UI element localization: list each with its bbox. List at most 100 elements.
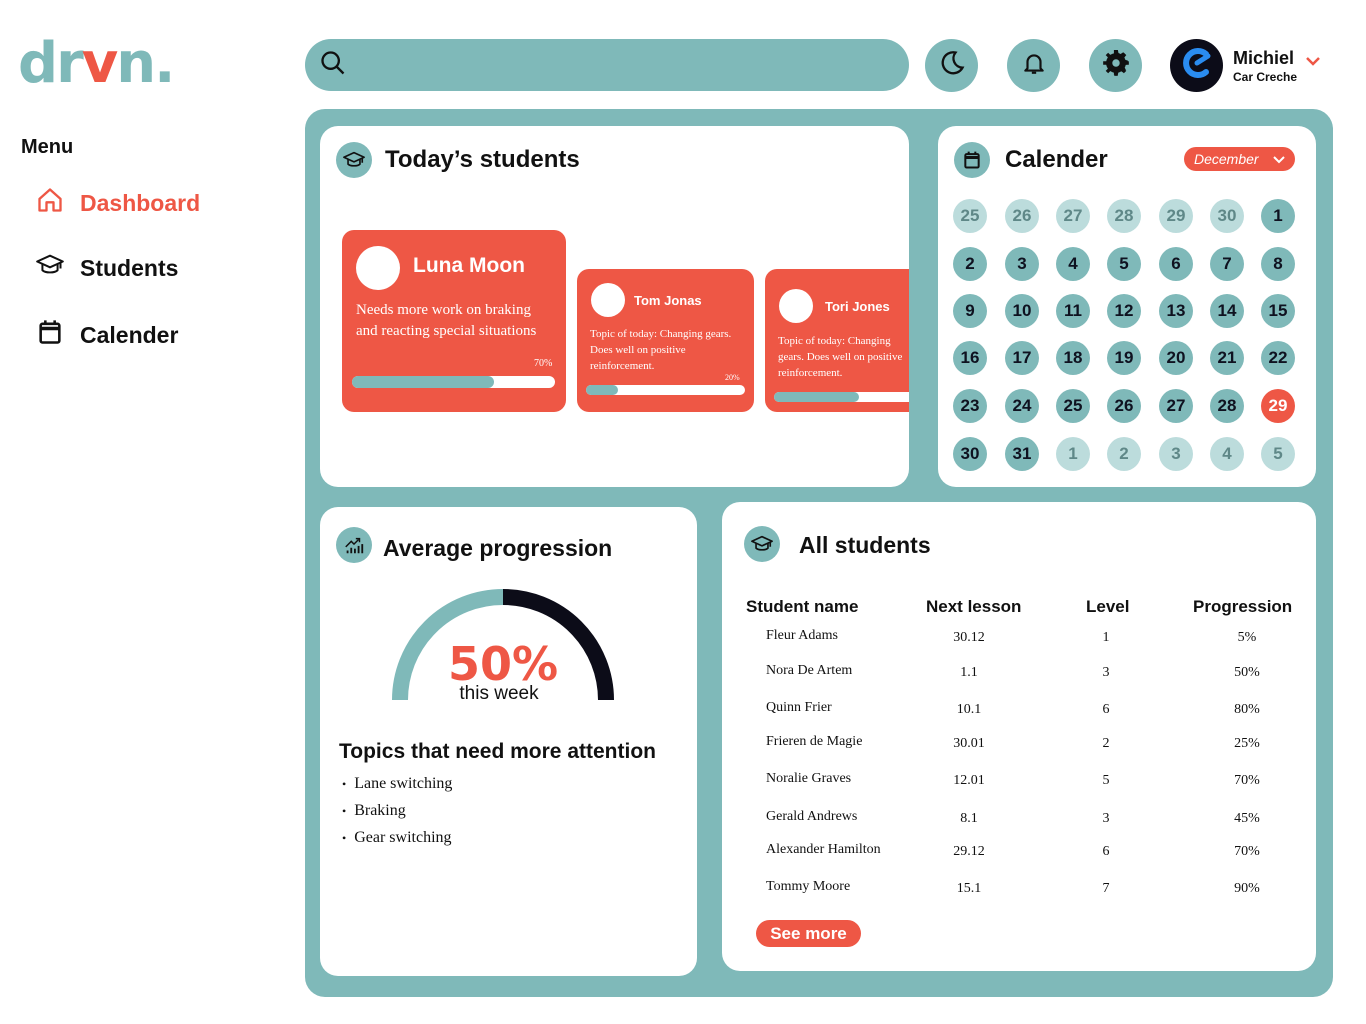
calendar-day[interactable]: 29 xyxy=(1159,199,1193,233)
sidebar-item-dashboard[interactable]: Dashboard xyxy=(36,186,200,220)
student-card[interactable]: Tom Jonas Topic of today: Changing gears… xyxy=(577,269,754,412)
sidebar-item-students[interactable]: Students xyxy=(36,251,178,285)
notifications-button[interactable] xyxy=(1007,39,1060,92)
logo-text-n: n. xyxy=(116,31,175,96)
gear-icon xyxy=(1102,49,1130,82)
menu-title: Menu xyxy=(21,136,74,158)
cell-next-lesson: 15.1 xyxy=(956,881,982,896)
brand-logo[interactable]: drvn. xyxy=(18,36,175,92)
calendar-day[interactable]: 23 xyxy=(953,389,987,423)
calendar-day[interactable]: 8 xyxy=(1261,247,1295,281)
calendar-day[interactable]: 1 xyxy=(1056,437,1090,471)
calendar-day[interactable]: 3 xyxy=(1005,247,1039,281)
cell-progression: 25% xyxy=(1234,736,1260,751)
calendar-day[interactable]: 12 xyxy=(1107,294,1141,328)
bell-icon xyxy=(1021,50,1047,81)
calendar-day[interactable]: 26 xyxy=(1005,199,1039,233)
chevron-down-icon[interactable] xyxy=(1305,54,1321,72)
cell-level: 3 xyxy=(1102,811,1110,826)
calendar-title: Calender xyxy=(1005,146,1108,173)
list-item: Braking xyxy=(342,802,452,829)
calendar-day[interactable]: 21 xyxy=(1210,341,1244,375)
calendar-day[interactable]: 30 xyxy=(1210,199,1244,233)
user-subtitle: Car Creche xyxy=(1233,70,1298,84)
cell-level: 6 xyxy=(1102,844,1110,859)
calendar-day[interactable]: 30 xyxy=(953,437,987,471)
calendar-day[interactable]: 15 xyxy=(1261,294,1295,328)
calendar-day[interactable]: 17 xyxy=(1005,341,1039,375)
calendar-day[interactable]: 1 xyxy=(1261,199,1295,233)
calendar-day[interactable]: 27 xyxy=(1056,199,1090,233)
calendar-day[interactable]: 14 xyxy=(1210,294,1244,328)
calendar-day[interactable]: 25 xyxy=(1056,389,1090,423)
student-name: Luna Moon xyxy=(413,254,525,277)
calendar-day[interactable]: 22 xyxy=(1261,341,1295,375)
calendar-day[interactable]: 24 xyxy=(1005,389,1039,423)
calendar-day[interactable]: 2 xyxy=(953,247,987,281)
progression-gauge xyxy=(392,589,614,701)
calendar-day[interactable]: 31 xyxy=(1005,437,1039,471)
company-logo-icon xyxy=(1177,43,1217,88)
logo-text-dr: dr xyxy=(18,31,84,96)
cell-student-name: Alexander Hamilton xyxy=(766,842,881,857)
calendar-day[interactable]: 7 xyxy=(1210,247,1244,281)
calendar-day[interactable]: 19 xyxy=(1107,341,1141,375)
calendar-day[interactable]: 28 xyxy=(1107,199,1141,233)
topics-title: Topics that need more attention xyxy=(339,740,656,763)
sidebar-item-calender[interactable]: Calender xyxy=(36,318,178,352)
column-header-next-lesson[interactable]: Next lesson xyxy=(926,597,1022,616)
student-progress-fill xyxy=(774,392,859,402)
student-progress-label: 20% xyxy=(725,373,740,382)
cell-level: 3 xyxy=(1102,665,1110,680)
list-item: Lane switching xyxy=(342,775,452,802)
calendar-icon xyxy=(36,318,64,352)
month-select[interactable]: December xyxy=(1184,147,1295,171)
avatar[interactable] xyxy=(1170,39,1223,92)
column-header-name[interactable]: Student name xyxy=(746,597,859,616)
calendar-day[interactable]: 4 xyxy=(1056,247,1090,281)
calendar-day[interactable]: 26 xyxy=(1107,389,1141,423)
see-more-button[interactable]: See more xyxy=(756,920,861,947)
calendar-day[interactable]: 10 xyxy=(1005,294,1039,328)
calendar-day[interactable]: 3 xyxy=(1159,437,1193,471)
cell-progression: 90% xyxy=(1234,881,1260,896)
calendar-day[interactable]: 29 xyxy=(1261,389,1295,423)
student-avatar xyxy=(591,283,625,317)
calendar-day[interactable]: 6 xyxy=(1159,247,1193,281)
average-progression-card: Average progression 50% this week Topics… xyxy=(320,507,697,976)
column-header-level[interactable]: Level xyxy=(1086,597,1130,616)
search-input[interactable] xyxy=(357,39,909,91)
student-card[interactable]: Luna Moon Needs more work on braking and… xyxy=(342,230,566,412)
calendar-day[interactable]: 13 xyxy=(1159,294,1193,328)
cell-progression: 5% xyxy=(1237,630,1257,645)
calendar-day[interactable]: 18 xyxy=(1056,341,1090,375)
column-header-progression[interactable]: Progression xyxy=(1193,597,1293,616)
calendar-day[interactable]: 5 xyxy=(1261,437,1295,471)
calendar-icon xyxy=(954,142,990,178)
home-icon xyxy=(36,186,64,220)
student-name: Tom Jonas xyxy=(634,293,702,308)
calendar-day[interactable]: 27 xyxy=(1159,389,1193,423)
calendar-day[interactable]: 16 xyxy=(953,341,987,375)
cell-next-lesson: 1.1 xyxy=(960,665,978,680)
calendar-day[interactable]: 9 xyxy=(953,294,987,328)
calendar-day[interactable]: 20 xyxy=(1159,341,1193,375)
calendar-day[interactable]: 11 xyxy=(1056,294,1090,328)
student-card[interactable]: Tori Jones Topic of today: Changing gear… xyxy=(765,269,909,412)
settings-button[interactable] xyxy=(1089,39,1142,92)
sidebar-item-label: Students xyxy=(80,254,179,281)
chart-icon xyxy=(336,527,372,563)
cell-progression: 80% xyxy=(1234,702,1260,717)
student-progress-fill xyxy=(352,376,495,388)
cell-student-name: Quinn Frier xyxy=(766,700,832,715)
calendar-day[interactable]: 28 xyxy=(1210,389,1244,423)
search-bar[interactable] xyxy=(305,39,909,91)
calendar-day[interactable]: 2 xyxy=(1107,437,1141,471)
calendar-day[interactable]: 5 xyxy=(1107,247,1141,281)
user-name[interactable]: Michiel xyxy=(1233,48,1295,68)
cell-progression: 70% xyxy=(1234,844,1260,859)
moon-icon xyxy=(938,49,966,82)
calendar-day[interactable]: 25 xyxy=(953,199,987,233)
dark-mode-button[interactable] xyxy=(925,39,978,92)
calendar-day[interactable]: 4 xyxy=(1210,437,1244,471)
